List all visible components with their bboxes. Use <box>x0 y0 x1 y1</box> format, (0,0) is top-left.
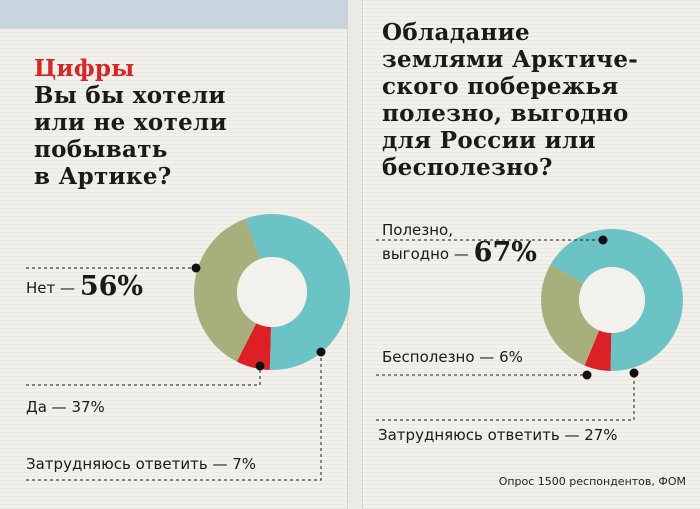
source-note: Опрос 1500 респондентов, ФОМ <box>498 475 686 488</box>
label-net-dash: — <box>60 279 80 297</box>
donut-hole <box>237 257 307 327</box>
right-question-line: землями Арктиче- <box>382 46 639 73</box>
right-question-line: ского побережья <box>382 73 619 100</box>
slice-da <box>194 218 261 362</box>
leader-da <box>26 366 261 386</box>
left-question-line: в Артике? <box>34 163 172 190</box>
dot-da <box>255 361 265 371</box>
dot-zatr-left <box>316 347 326 357</box>
label-bespolezno: Бесполезно — 6% <box>382 348 523 366</box>
section-kicker: Цифры <box>34 55 135 82</box>
leader-dots <box>191 235 639 380</box>
left-question-line: побывать <box>34 136 168 163</box>
label-da: Да — 37% <box>26 398 105 416</box>
label-net-text: Нет <box>26 279 56 297</box>
leader-zatr-left <box>26 352 322 481</box>
label-polezno-text: выгодно <box>382 245 450 263</box>
label-polezno-line1: Полезно, <box>382 221 454 239</box>
donut-hole <box>579 267 645 333</box>
right-question-line: бесполезно? <box>382 154 553 181</box>
leader-lines <box>26 239 635 481</box>
slice-zatr <box>236 323 272 370</box>
dot-zatr-right <box>629 368 639 378</box>
slice-bespolezno <box>584 330 612 371</box>
leader-zatr-right <box>376 373 635 421</box>
slice-net <box>245 214 350 370</box>
label-zatr-left: Затрудняюсь ответить — 7% <box>26 455 257 473</box>
label-net-value: 56% <box>79 271 144 302</box>
label-net: Нет — 56% <box>26 273 143 300</box>
top-color-band <box>0 0 348 29</box>
right-question-line: Обладание <box>382 19 530 46</box>
donut-right <box>541 229 684 371</box>
label-polezno: выгодно — 67% <box>382 239 537 266</box>
left-question-line: Вы бы хотели <box>34 82 226 109</box>
dot-net <box>191 263 201 273</box>
slice-zatr <box>541 264 600 366</box>
right-question-line: полезно, выгодно <box>382 100 629 127</box>
dot-polezno <box>598 235 608 245</box>
donut-left <box>194 214 350 370</box>
left-question: Вы бы хотели или не хотели побывать в Ар… <box>34 82 334 190</box>
right-question: Обладание землями Арктиче- ского побереж… <box>382 19 682 181</box>
label-polezno-value: 67% <box>473 237 537 268</box>
dot-bespolezno <box>582 370 592 380</box>
left-question-line: или не хотели <box>34 109 227 136</box>
label-polezno-dash: — <box>453 245 474 263</box>
right-question-line: для России или <box>382 127 596 154</box>
label-zatr-right: Затрудняюсь ответить — 27% <box>378 426 618 444</box>
slice-polezno <box>550 229 684 371</box>
